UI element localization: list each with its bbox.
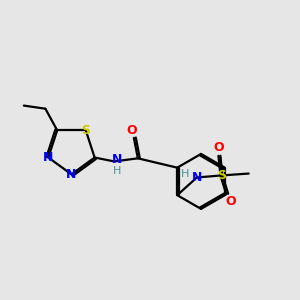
Text: N: N <box>43 151 53 164</box>
Text: O: O <box>127 124 137 137</box>
Text: O: O <box>213 141 224 154</box>
Text: S: S <box>217 169 226 182</box>
Text: N: N <box>112 153 123 166</box>
Text: S: S <box>81 124 90 137</box>
Text: O: O <box>226 195 236 208</box>
Text: H: H <box>181 169 189 178</box>
Text: H: H <box>113 166 122 176</box>
Text: N: N <box>192 171 202 184</box>
Text: N: N <box>66 168 77 181</box>
